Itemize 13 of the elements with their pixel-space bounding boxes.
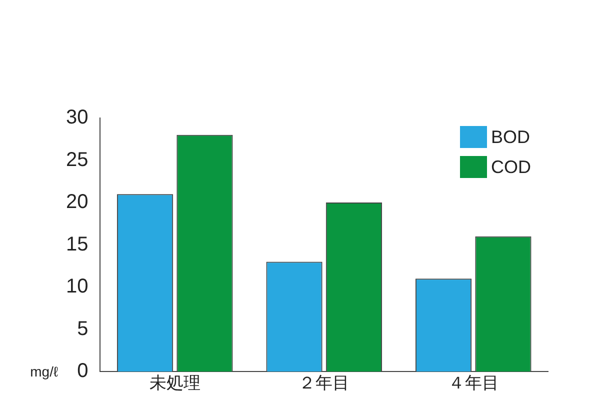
legend-label: COD xyxy=(491,156,531,177)
x-tick-label: ４年目 xyxy=(448,373,499,392)
y-tick-label: 15 xyxy=(66,233,88,256)
y-tick-label: 20 xyxy=(66,191,88,214)
y-axis-title: mg/ℓ xyxy=(30,363,58,380)
y-tick-label: 0 xyxy=(77,360,88,382)
y-tick-label: 25 xyxy=(66,148,88,171)
x-tick-label: 未処理 xyxy=(149,373,200,392)
y-tick-label: 30 xyxy=(66,106,88,129)
y-tick-label: 5 xyxy=(77,318,88,340)
x-tick-label: ２年目 xyxy=(298,373,350,392)
legend-label: BOD xyxy=(491,126,530,147)
y-tick-label: 10 xyxy=(66,276,88,298)
